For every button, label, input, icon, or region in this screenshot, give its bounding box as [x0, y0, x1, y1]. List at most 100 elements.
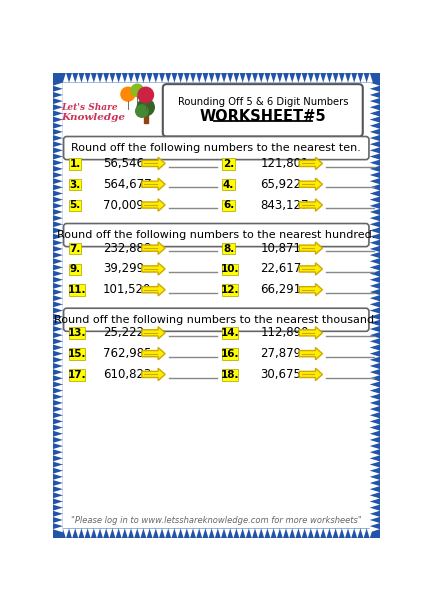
Polygon shape — [354, 528, 360, 538]
Circle shape — [121, 87, 135, 101]
Polygon shape — [119, 528, 125, 538]
Polygon shape — [370, 477, 380, 483]
Polygon shape — [53, 255, 63, 261]
Polygon shape — [131, 528, 137, 538]
Polygon shape — [224, 73, 230, 83]
Polygon shape — [370, 304, 380, 310]
Polygon shape — [162, 73, 168, 83]
Polygon shape — [370, 384, 380, 391]
Polygon shape — [370, 249, 380, 255]
Text: 610,823: 610,823 — [103, 368, 151, 381]
Text: 121,801: 121,801 — [260, 157, 309, 170]
Polygon shape — [53, 495, 63, 502]
Polygon shape — [193, 73, 199, 83]
Polygon shape — [370, 107, 380, 113]
Polygon shape — [142, 347, 165, 360]
Polygon shape — [181, 528, 187, 538]
Polygon shape — [53, 280, 63, 286]
Polygon shape — [370, 341, 380, 347]
Text: 101,520: 101,520 — [103, 283, 151, 296]
FancyBboxPatch shape — [69, 348, 84, 360]
Polygon shape — [53, 267, 63, 273]
Polygon shape — [88, 73, 94, 83]
Text: 18.: 18. — [221, 370, 239, 380]
Polygon shape — [142, 157, 165, 169]
Polygon shape — [370, 292, 380, 298]
Polygon shape — [53, 384, 63, 391]
Polygon shape — [53, 440, 63, 446]
Polygon shape — [370, 113, 380, 120]
Polygon shape — [142, 242, 165, 254]
Polygon shape — [199, 528, 206, 538]
FancyBboxPatch shape — [69, 264, 81, 275]
Text: 5.: 5. — [70, 200, 81, 211]
Polygon shape — [230, 528, 236, 538]
Polygon shape — [370, 520, 380, 526]
Polygon shape — [311, 73, 317, 83]
FancyBboxPatch shape — [69, 369, 84, 381]
Polygon shape — [53, 471, 63, 477]
Polygon shape — [100, 73, 106, 83]
Polygon shape — [53, 360, 63, 366]
Polygon shape — [299, 284, 322, 296]
Polygon shape — [137, 528, 143, 538]
Polygon shape — [150, 73, 156, 83]
Polygon shape — [53, 397, 63, 403]
Text: 22,617: 22,617 — [260, 263, 302, 275]
FancyBboxPatch shape — [222, 264, 238, 275]
Polygon shape — [370, 273, 380, 280]
Polygon shape — [370, 194, 380, 200]
Polygon shape — [370, 175, 380, 181]
Polygon shape — [370, 310, 380, 316]
Polygon shape — [53, 157, 63, 163]
Circle shape — [138, 87, 154, 103]
Polygon shape — [174, 73, 181, 83]
Polygon shape — [370, 224, 380, 231]
Polygon shape — [156, 528, 162, 538]
Polygon shape — [370, 157, 380, 163]
Polygon shape — [53, 446, 63, 452]
Polygon shape — [53, 477, 63, 483]
Polygon shape — [305, 528, 311, 538]
Polygon shape — [142, 178, 165, 191]
FancyBboxPatch shape — [222, 158, 235, 169]
Polygon shape — [299, 263, 322, 275]
Polygon shape — [53, 526, 63, 532]
Polygon shape — [53, 428, 63, 434]
Polygon shape — [53, 489, 63, 495]
Text: WORKSHEET#5: WORKSHEET#5 — [200, 109, 326, 124]
Polygon shape — [292, 73, 298, 83]
Polygon shape — [370, 502, 380, 508]
FancyBboxPatch shape — [222, 284, 238, 296]
Polygon shape — [53, 434, 63, 440]
Polygon shape — [53, 354, 63, 360]
Polygon shape — [370, 95, 380, 101]
Polygon shape — [370, 378, 380, 384]
FancyBboxPatch shape — [222, 348, 238, 360]
Text: 232,888: 232,888 — [103, 241, 151, 255]
Polygon shape — [168, 528, 174, 538]
Polygon shape — [299, 178, 322, 191]
Polygon shape — [370, 495, 380, 502]
FancyBboxPatch shape — [222, 327, 238, 339]
Polygon shape — [299, 199, 322, 211]
Polygon shape — [370, 526, 380, 532]
Polygon shape — [218, 73, 224, 83]
Polygon shape — [323, 528, 330, 538]
Polygon shape — [243, 73, 249, 83]
Polygon shape — [143, 528, 150, 538]
Text: Round off the following numbers to the nearest thousand.: Round off the following numbers to the n… — [54, 315, 378, 325]
Polygon shape — [255, 73, 261, 83]
Polygon shape — [255, 528, 261, 538]
Polygon shape — [53, 89, 63, 95]
Polygon shape — [53, 132, 63, 138]
Text: Rounding Off 5 & 6 Digit Numbers: Rounding Off 5 & 6 Digit Numbers — [178, 97, 348, 107]
FancyBboxPatch shape — [222, 179, 235, 191]
Polygon shape — [317, 528, 323, 538]
Polygon shape — [370, 403, 380, 409]
Polygon shape — [298, 73, 305, 83]
Text: 843,127: 843,127 — [260, 198, 309, 212]
Polygon shape — [53, 422, 63, 428]
Polygon shape — [299, 157, 322, 169]
Polygon shape — [119, 73, 125, 83]
